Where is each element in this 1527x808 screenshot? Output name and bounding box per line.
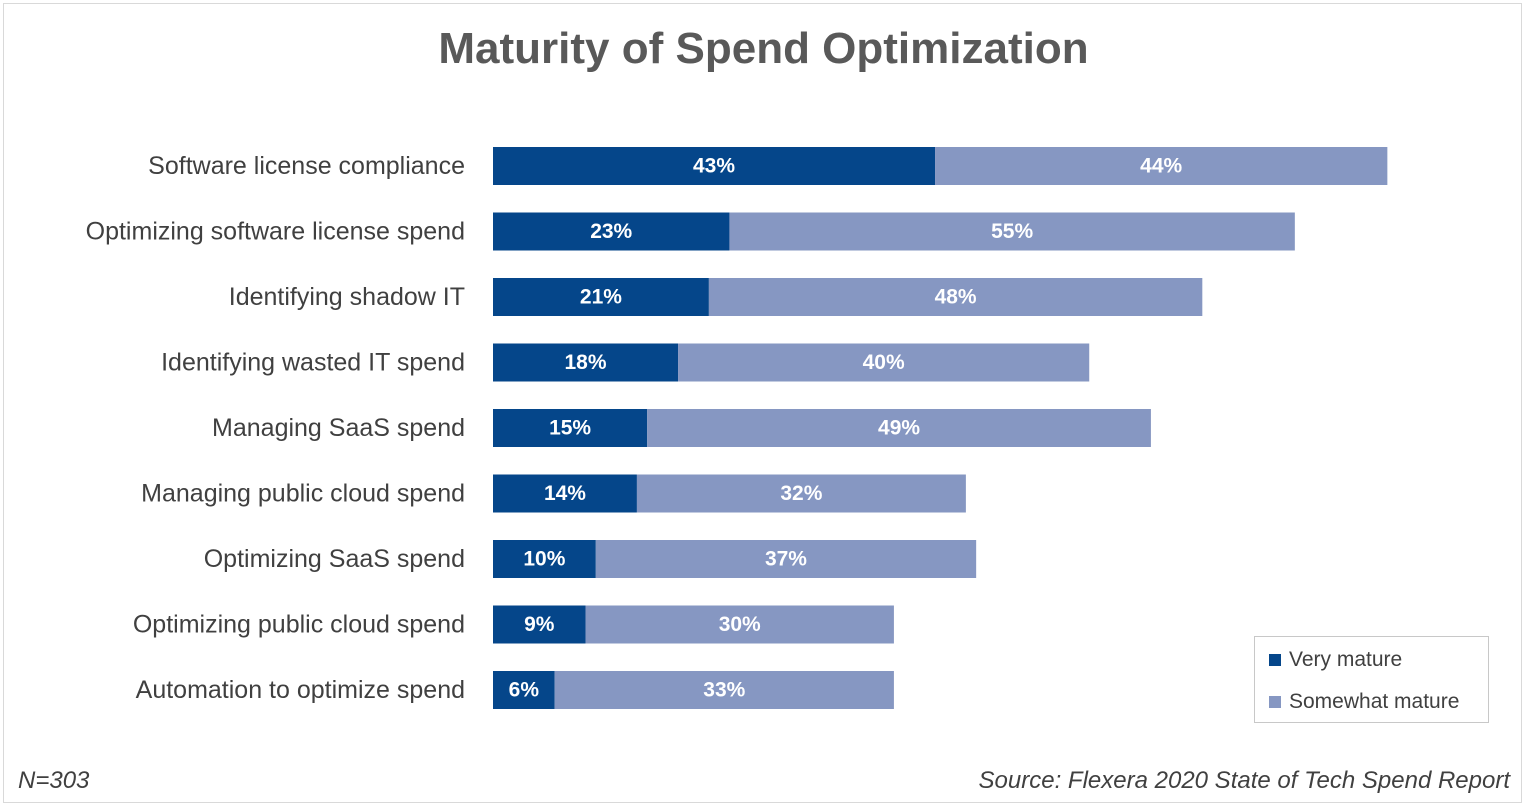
data-label-somewhat-mature-optimizing-public-cloud-spend: 30% — [719, 613, 761, 636]
data-label-very-mature-managing-saas-spend: 15% — [549, 417, 591, 440]
legend-swatch-somewhat-mature — [1269, 696, 1281, 708]
bar-very-mature-identifying-shadow-it — [493, 278, 709, 316]
data-label-somewhat-mature-automation-to-optimize-spend: 33% — [703, 679, 745, 702]
bar-very-mature-optimizing-public-cloud-spend — [493, 605, 586, 644]
source-note: Source: Flexera 2020 State of Tech Spend… — [978, 767, 1510, 794]
data-label-somewhat-mature-optimizing-saas-spend: 37% — [765, 548, 807, 571]
chart-title: Maturity of Spend Optimization — [438, 24, 1089, 73]
legend-label-somewhat-mature: Somewhat mature — [1289, 690, 1460, 713]
bar-somewhat-mature-managing-public-cloud-spend — [636, 474, 966, 513]
bar-somewhat-mature-identifying-wasted-it-spend — [678, 343, 1090, 382]
bar-very-mature-managing-saas-spend — [493, 409, 648, 447]
data-label-somewhat-mature-managing-saas-spend: 49% — [878, 417, 920, 440]
data-label-very-mature-automation-to-optimize-spend: 6% — [509, 679, 540, 702]
category-label-managing-saas-spend: Managing SaaS spend — [212, 414, 465, 442]
legend-label-very-mature: Very mature — [1289, 648, 1403, 671]
bar-very-mature-software-license-compliance — [493, 147, 936, 185]
legend-item-very-mature: Very mature — [1269, 648, 1402, 672]
category-label-optimizing-public-cloud-spend: Optimizing public cloud spend — [133, 611, 465, 639]
bar-somewhat-mature-optimizing-software-license-spend — [729, 212, 1295, 251]
bar-somewhat-mature-optimizing-public-cloud-spend — [585, 605, 894, 644]
bar-very-mature-automation-to-optimize-spend — [493, 671, 555, 709]
sample-size-note: N=303 — [18, 767, 90, 794]
bar-somewhat-mature-optimizing-saas-spend — [595, 540, 977, 578]
bar-very-mature-optimizing-saas-spend — [493, 540, 596, 578]
category-label-optimizing-saas-spend: Optimizing SaaS spend — [204, 545, 465, 573]
category-label-identifying-shadow-it: Identifying shadow IT — [229, 283, 465, 311]
data-label-somewhat-mature-identifying-wasted-it-spend: 40% — [863, 351, 905, 374]
data-label-very-mature-identifying-wasted-it-spend: 18% — [565, 351, 607, 374]
chart-frame — [3, 3, 1522, 803]
data-label-somewhat-mature-identifying-shadow-it: 48% — [935, 286, 977, 309]
data-label-somewhat-mature-managing-public-cloud-spend: 32% — [780, 482, 822, 505]
data-label-somewhat-mature-software-license-compliance: 44% — [1140, 155, 1182, 178]
legend: Very mature Somewhat mature — [1254, 636, 1489, 723]
bar-very-mature-optimizing-software-license-spend — [493, 212, 730, 251]
legend-item-somewhat-mature: Somewhat mature — [1269, 690, 1459, 714]
data-label-very-mature-optimizing-saas-spend: 10% — [523, 548, 565, 571]
data-label-somewhat-mature-optimizing-software-license-spend: 55% — [991, 220, 1033, 243]
data-label-very-mature-optimizing-public-cloud-spend: 9% — [524, 613, 555, 636]
data-label-very-mature-optimizing-software-license-spend: 23% — [590, 220, 632, 243]
bar-somewhat-mature-managing-saas-spend — [647, 409, 1151, 447]
bar-somewhat-mature-automation-to-optimize-spend — [554, 671, 894, 709]
category-label-identifying-wasted-it-spend: Identifying wasted IT spend — [161, 349, 465, 377]
data-label-very-mature-managing-public-cloud-spend: 14% — [544, 482, 586, 505]
category-label-automation-to-optimize-spend: Automation to optimize spend — [136, 676, 465, 704]
data-label-very-mature-identifying-shadow-it: 21% — [580, 286, 622, 309]
legend-swatch-very-mature — [1269, 654, 1281, 666]
category-label-managing-public-cloud-spend: Managing public cloud spend — [141, 480, 465, 508]
data-label-very-mature-software-license-compliance: 43% — [693, 155, 735, 178]
category-label-optimizing-software-license-spend: Optimizing software license spend — [86, 218, 465, 246]
category-label-software-license-compliance: Software license compliance — [148, 152, 465, 180]
bar-somewhat-mature-identifying-shadow-it — [708, 278, 1203, 316]
bar-very-mature-identifying-wasted-it-spend — [493, 343, 679, 382]
bar-very-mature-managing-public-cloud-spend — [493, 474, 637, 513]
bar-somewhat-mature-software-license-compliance — [935, 147, 1388, 185]
